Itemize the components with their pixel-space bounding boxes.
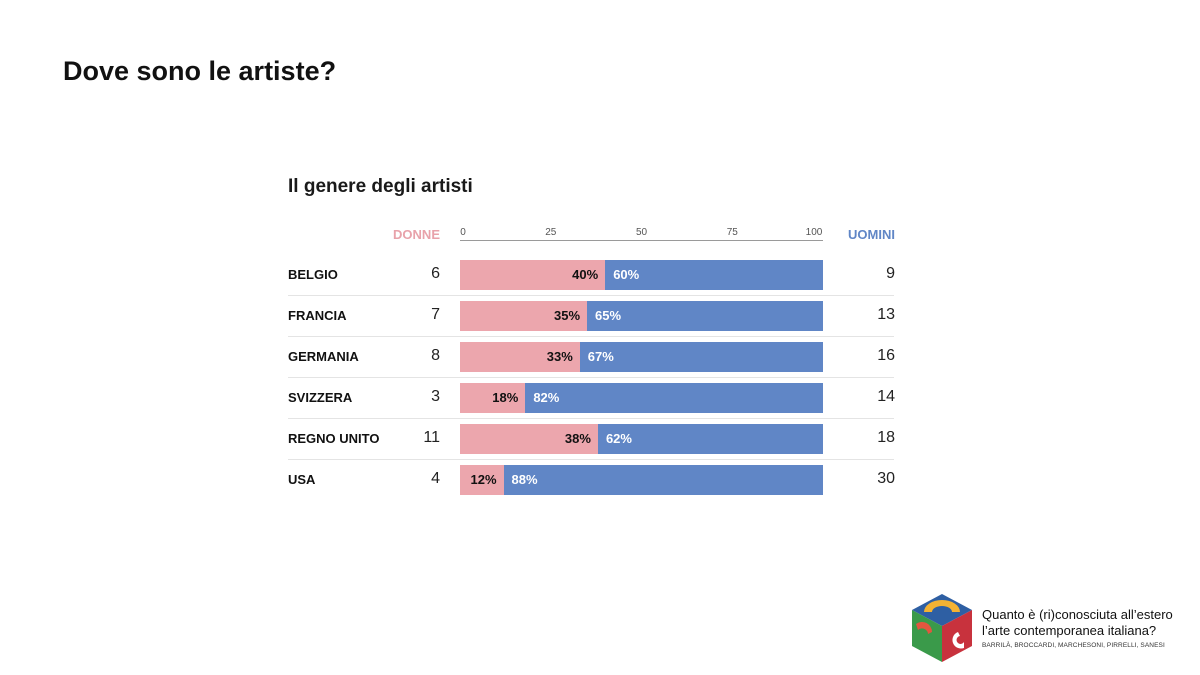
- pct-label-uomini: 82%: [533, 390, 560, 405]
- page-title: Dove sono le artiste?: [63, 56, 337, 86]
- bar-uomini: [597, 424, 823, 454]
- row-divider: [288, 377, 894, 378]
- bar-uomini: [587, 301, 823, 331]
- uomini-count: 13: [877, 306, 895, 323]
- pct-label-uomini: 65%: [595, 308, 622, 323]
- axis-line: [460, 240, 823, 241]
- pct-label-donne: 33%: [546, 349, 573, 364]
- pct-label-donne: 40%: [572, 267, 599, 282]
- row-divider: [288, 336, 894, 337]
- uomini-count: 14: [877, 388, 895, 405]
- pct-label-donne: 35%: [554, 308, 581, 323]
- bar-donne: [460, 424, 598, 454]
- bar-donne: [460, 465, 504, 495]
- bar-donne: [460, 260, 606, 290]
- axis-tick-label: 0: [460, 227, 466, 238]
- axis-tick-label: 25: [545, 227, 557, 238]
- pct-label-uomini: 60%: [613, 267, 640, 282]
- bar-donne: [460, 383, 526, 413]
- pct-label-donne: 18%: [492, 390, 519, 405]
- bar-uomini: [503, 465, 823, 495]
- bar-uomini: [525, 383, 823, 413]
- bar-uomini: [605, 260, 823, 290]
- row-divider: [288, 295, 894, 296]
- logo-cube-icon: [912, 594, 972, 662]
- category-label: SVIZZERA: [288, 390, 353, 405]
- donne-count: 8: [431, 347, 440, 364]
- logo-authors: BARRILÀ, BROCCARDI, MARCHESONI, PIRRELLI…: [982, 642, 1165, 649]
- axis-tick-label: 100: [805, 227, 823, 238]
- uomini-count: 18: [877, 429, 895, 446]
- logo-title-line2: l’arte contemporanea italiana?: [982, 623, 1157, 638]
- bar-donne: [460, 342, 580, 372]
- category-label: USA: [288, 472, 316, 487]
- donne-count: 7: [431, 306, 440, 323]
- row-divider: [288, 459, 894, 460]
- category-label: FRANCIA: [288, 308, 347, 323]
- row-divider: [288, 418, 894, 419]
- pct-label-uomini: 88%: [511, 472, 538, 487]
- pct-label-uomini: 62%: [605, 431, 632, 446]
- bar-uomini: [579, 342, 823, 372]
- pct-label-donne: 12%: [470, 472, 497, 487]
- pct-label-uomini: 67%: [587, 349, 614, 364]
- uomini-count: 9: [886, 265, 895, 282]
- donne-count: 3: [431, 388, 440, 405]
- donne-count: 6: [431, 265, 440, 282]
- category-label: REGNO UNITO: [288, 431, 380, 446]
- bar-donne: [460, 301, 588, 331]
- axis-tick-label: 75: [726, 227, 738, 238]
- uomini-count: 30: [877, 470, 895, 487]
- chart-title: Il genere degli artisti: [288, 176, 473, 197]
- donne-count: 11: [423, 429, 440, 446]
- uomini-count: 16: [877, 347, 895, 364]
- axis-tick-label: 50: [635, 227, 648, 238]
- donne-header: DONNE: [393, 227, 440, 242]
- donne-count: 4: [431, 470, 440, 487]
- category-label: GERMANIA: [288, 349, 359, 364]
- category-label: BELGIO: [288, 267, 338, 282]
- pct-label-donne: 38%: [564, 431, 591, 446]
- logo-title-line1: Quanto è (ri)conosciuta all’estero: [982, 607, 1173, 622]
- uomini-header: UOMINI: [848, 227, 895, 242]
